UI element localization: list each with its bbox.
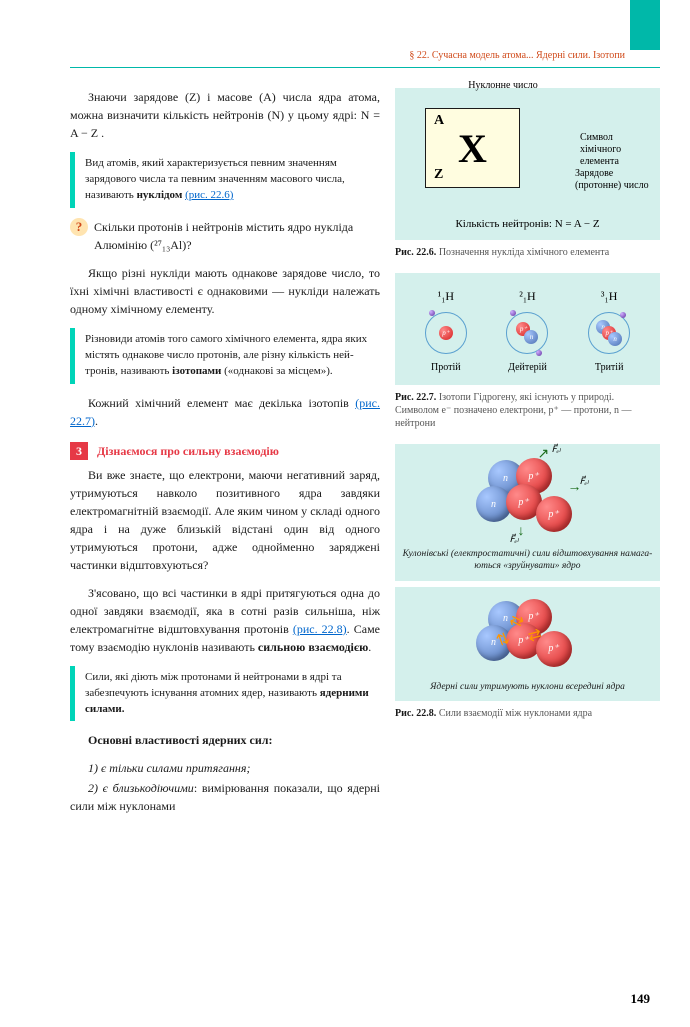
deuterium-name: Дейтерій xyxy=(492,362,562,373)
question-text: Скільки протонів і нейтронів містить ядр… xyxy=(94,218,380,254)
f-el-label: F⃗ₑₗ xyxy=(552,444,561,455)
question-row: ? Скільки протонів і нейтронів містить я… xyxy=(70,218,380,254)
deuterium-symbol: ²₁H xyxy=(492,289,562,304)
proton-icon: p⁺ xyxy=(536,496,572,532)
para3-text: Кожний хімічний елемент має декілька ізо… xyxy=(88,396,355,410)
isotope-row: ¹₁H p⁺ Протій ²₁H p⁺ n xyxy=(405,283,650,375)
figure-22-7-caption: Рис. 22.7. Ізотопи Гідрогену, які існуют… xyxy=(395,391,660,430)
tritium-diagram: n p⁺ n xyxy=(584,308,634,358)
protium-name: Протій xyxy=(411,362,481,373)
props-title: Основні властивості ядерних сил: xyxy=(70,731,380,749)
tritium-name: Тритій xyxy=(574,362,644,373)
fig228-caption-text: Сили взаємодії між нуклонами ядра xyxy=(436,708,592,719)
section-tab xyxy=(630,0,660,50)
element-X: X xyxy=(458,125,487,172)
page-number: 149 xyxy=(631,991,651,1007)
fig227-caption-bold: Рис. 22.7. xyxy=(395,392,436,403)
tritium-symbol: ³₁H xyxy=(574,289,644,304)
nuclear-force-diagram: n p⁺ n p⁺ p⁺ ⇄ ⇄ ⇄ xyxy=(458,595,598,675)
section-3-title: Дізнаємося про сильну взаємодію xyxy=(97,444,279,458)
neutron-equation: Кількість нейтронів: N = A − Z xyxy=(405,218,650,230)
para-1: Знаючи зарядове (Z) і масове (A) числа я… xyxy=(70,88,380,142)
coulomb-diagram: n p⁺ n p⁺ p⁺ ↗ → ↓ F⃗ₑₗ F⃗ₑₗ F⃗ₑₗ xyxy=(458,452,598,542)
mass-number-label: Нуклонне число xyxy=(443,80,563,92)
electron-icon xyxy=(429,310,435,316)
isotope-deuterium: ²₁H p⁺ n Дейтерій xyxy=(492,289,562,373)
prop-1: 1) є тільки силами притягання; xyxy=(70,759,380,777)
callout-isotopes: Різновиди атомів того самого хімічного е… xyxy=(70,328,380,384)
charge-number-label: Зарядове (протонне) число xyxy=(575,168,650,192)
fig228-caption-bold: Рис. 22.8. xyxy=(395,708,436,719)
figure-22-8-panel-2: n p⁺ n p⁺ p⁺ ⇄ ⇄ ⇄ Ядерні сили утримують… xyxy=(395,587,660,701)
protium-symbol: ¹₁H xyxy=(411,289,481,304)
right-column: Нуклонне число A X Z Символ хімічного ел… xyxy=(395,88,660,825)
deuterium-diagram: p⁺ n xyxy=(502,308,552,358)
para5-bold: сильною взаємодією xyxy=(258,640,368,654)
f-el-label: F⃗ₑₗ xyxy=(580,476,589,487)
figure-22-8-panel-1: n p⁺ n p⁺ p⁺ ↗ → ↓ F⃗ₑₗ F⃗ₑₗ F⃗ₑₗ Кулоні… xyxy=(395,444,660,581)
page: § 22. Сучасна модель атома... Ядерні сил… xyxy=(0,0,690,1027)
mass-A: A xyxy=(434,113,444,129)
callout3-text: Сили, які діють між протонами й нейтрона… xyxy=(85,671,342,699)
para-4: Ви вже знаєте, що електрони, маючи негат… xyxy=(70,466,380,574)
nuclide-symbol-box: A X Z xyxy=(425,108,520,188)
content-columns: Знаючи зарядове (Z) і масове (A) числа я… xyxy=(70,88,660,825)
figure-22-6: Нуклонне число A X Z Символ хімічного ел… xyxy=(395,88,660,240)
figure-22-7: ¹₁H p⁺ Протій ²₁H p⁺ n xyxy=(395,273,660,385)
para-2: Якщо різні нукліди мають однакове зарядо… xyxy=(70,264,380,318)
header-rule xyxy=(70,67,660,68)
fig226-caption-text: Позначення нукліда хімічного елемента xyxy=(436,247,609,258)
force-arrow-icon: ↗ xyxy=(538,446,550,463)
callout2-bold: ізотопами xyxy=(172,365,221,377)
callout-nuclear-forces: Сили, які діють між протонами й нейтрона… xyxy=(70,666,380,722)
callout-nuclide: Вид атомів, який характеризується пев­ни… xyxy=(70,152,380,208)
section-number-badge: 3 xyxy=(70,442,88,460)
coulomb-caption: Кулонівські (електростатичні) сили відшт… xyxy=(399,548,656,573)
para-5: З'ясовано, що всі частинки в ядрі при­тя… xyxy=(70,584,380,656)
element-symbol-label: Символ хімічного елемента xyxy=(580,132,650,168)
protium-diagram: p⁺ xyxy=(421,308,471,358)
isotope-protium: ¹₁H p⁺ Протій xyxy=(411,289,481,373)
electron-icon xyxy=(536,350,542,356)
prop-2: 2) є близькодіючими: вимірювання показал… xyxy=(70,779,380,815)
para-1-text: Знаючи зарядове (Z) і масове (A) числа я… xyxy=(70,90,380,140)
question-mark-icon: ? xyxy=(70,218,88,236)
callout1-bold: нуклідом xyxy=(137,189,183,201)
proton-icon: p⁺ xyxy=(439,326,453,340)
fig226-caption-bold: Рис. 22.6. xyxy=(395,247,436,258)
section-3-header: 3 Дізнаємося про сильну взаємодію xyxy=(70,442,380,460)
callout2-rest: («однакові за місцем»). xyxy=(221,365,332,377)
electron-icon xyxy=(620,312,626,318)
nuclear-caption: Ядерні сили утримують нуклони всередині … xyxy=(399,681,656,693)
isotope-tritium: ³₁H n p⁺ n Тритій xyxy=(574,289,644,373)
header-section-ref: § 22. Сучасна модель атома... Ядерні сил… xyxy=(70,50,660,61)
f-el-label: F⃗ₑₗ xyxy=(510,534,519,545)
left-column: Знаючи зарядове (Z) і масове (A) числа я… xyxy=(70,88,380,825)
figure-22-8-caption: Рис. 22.8. Сили взаємодії між нуклонами … xyxy=(395,707,660,720)
callout1-link: (рис. 22.6) xyxy=(185,189,233,201)
para5-link: (рис. 22.8) xyxy=(293,622,347,636)
para-3: Кожний хімічний елемент має декілька ізо… xyxy=(70,394,380,430)
charge-Z: Z xyxy=(434,167,443,183)
figure-22-6-caption: Рис. 22.6. Позначення нукліда хімічного … xyxy=(395,246,660,259)
